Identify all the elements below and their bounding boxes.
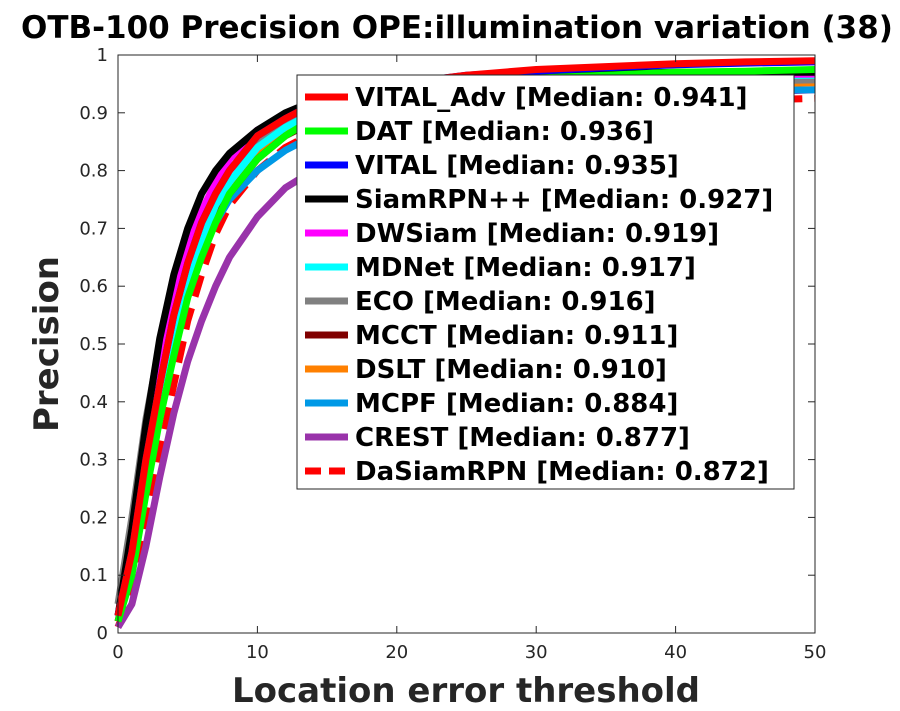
y-tick-label: 0.2 <box>79 507 108 528</box>
x-tick-label: 50 <box>804 642 827 663</box>
y-tick-label: 0.1 <box>79 565 108 586</box>
legend-entry: SiamRPN++ [Median: 0.927] <box>355 185 773 215</box>
series-line-0 <box>114 57 816 617</box>
y-axis: 0 0.1 0.2 0.3 0.4 0.5 0.6 0.7 0.8 0.9 1 <box>79 45 815 644</box>
y-tick-label: 0.7 <box>79 218 108 239</box>
x-axis-label: Location error threshold <box>232 671 700 711</box>
legend-entry: MCCT [Median: 0.911] <box>355 321 678 351</box>
legend-entry: DWSiam [Median: 0.919] <box>355 219 719 249</box>
legend: VITAL_Adv [Median: 0.941] DAT [Median: 0.… <box>296 74 795 490</box>
x-tick-label: 0 <box>112 642 123 663</box>
x-tick-label: 20 <box>385 642 408 663</box>
legend-entry: DSLT [Median: 0.910] <box>355 355 667 385</box>
y-tick-label: 0.4 <box>79 392 108 413</box>
legend-box <box>296 74 795 490</box>
y-tick-label: 1 <box>97 45 108 66</box>
x-tick-label: 30 <box>525 642 548 663</box>
y-axis-label: Precision <box>27 256 67 432</box>
legend-entry: VITAL_Adv [Median: 0.941] <box>355 83 747 113</box>
legend-entry: MCPF [Median: 0.884] <box>355 389 678 419</box>
x-axis: 0 10 20 30 40 50 <box>112 55 826 663</box>
legend-entry: DAT [Median: 0.936] <box>355 117 654 147</box>
legend-entry: CREST [Median: 0.877] <box>355 423 690 453</box>
y-tick-label: 0.8 <box>79 161 108 182</box>
legend-entry: ECO [Median: 0.916] <box>355 287 656 317</box>
chart-title: OTB-100 Precision OPE:illumination varia… <box>21 10 893 46</box>
x-tick-label: 10 <box>246 642 269 663</box>
legend-entry: DaSiamRPN [Median: 0.872] <box>355 457 769 487</box>
legend-entry: MDNet [Median: 0.917] <box>355 253 696 283</box>
y-tick-label: 0.6 <box>79 276 108 297</box>
y-tick-label: 0 <box>97 623 108 644</box>
y-tick-label: 0.9 <box>79 103 108 124</box>
y-tick-label: 0.5 <box>79 334 108 355</box>
y-tick-label: 0.3 <box>79 450 108 471</box>
x-tick-label: 40 <box>664 642 687 663</box>
legend-entry: VITAL [Median: 0.935] <box>355 151 679 181</box>
